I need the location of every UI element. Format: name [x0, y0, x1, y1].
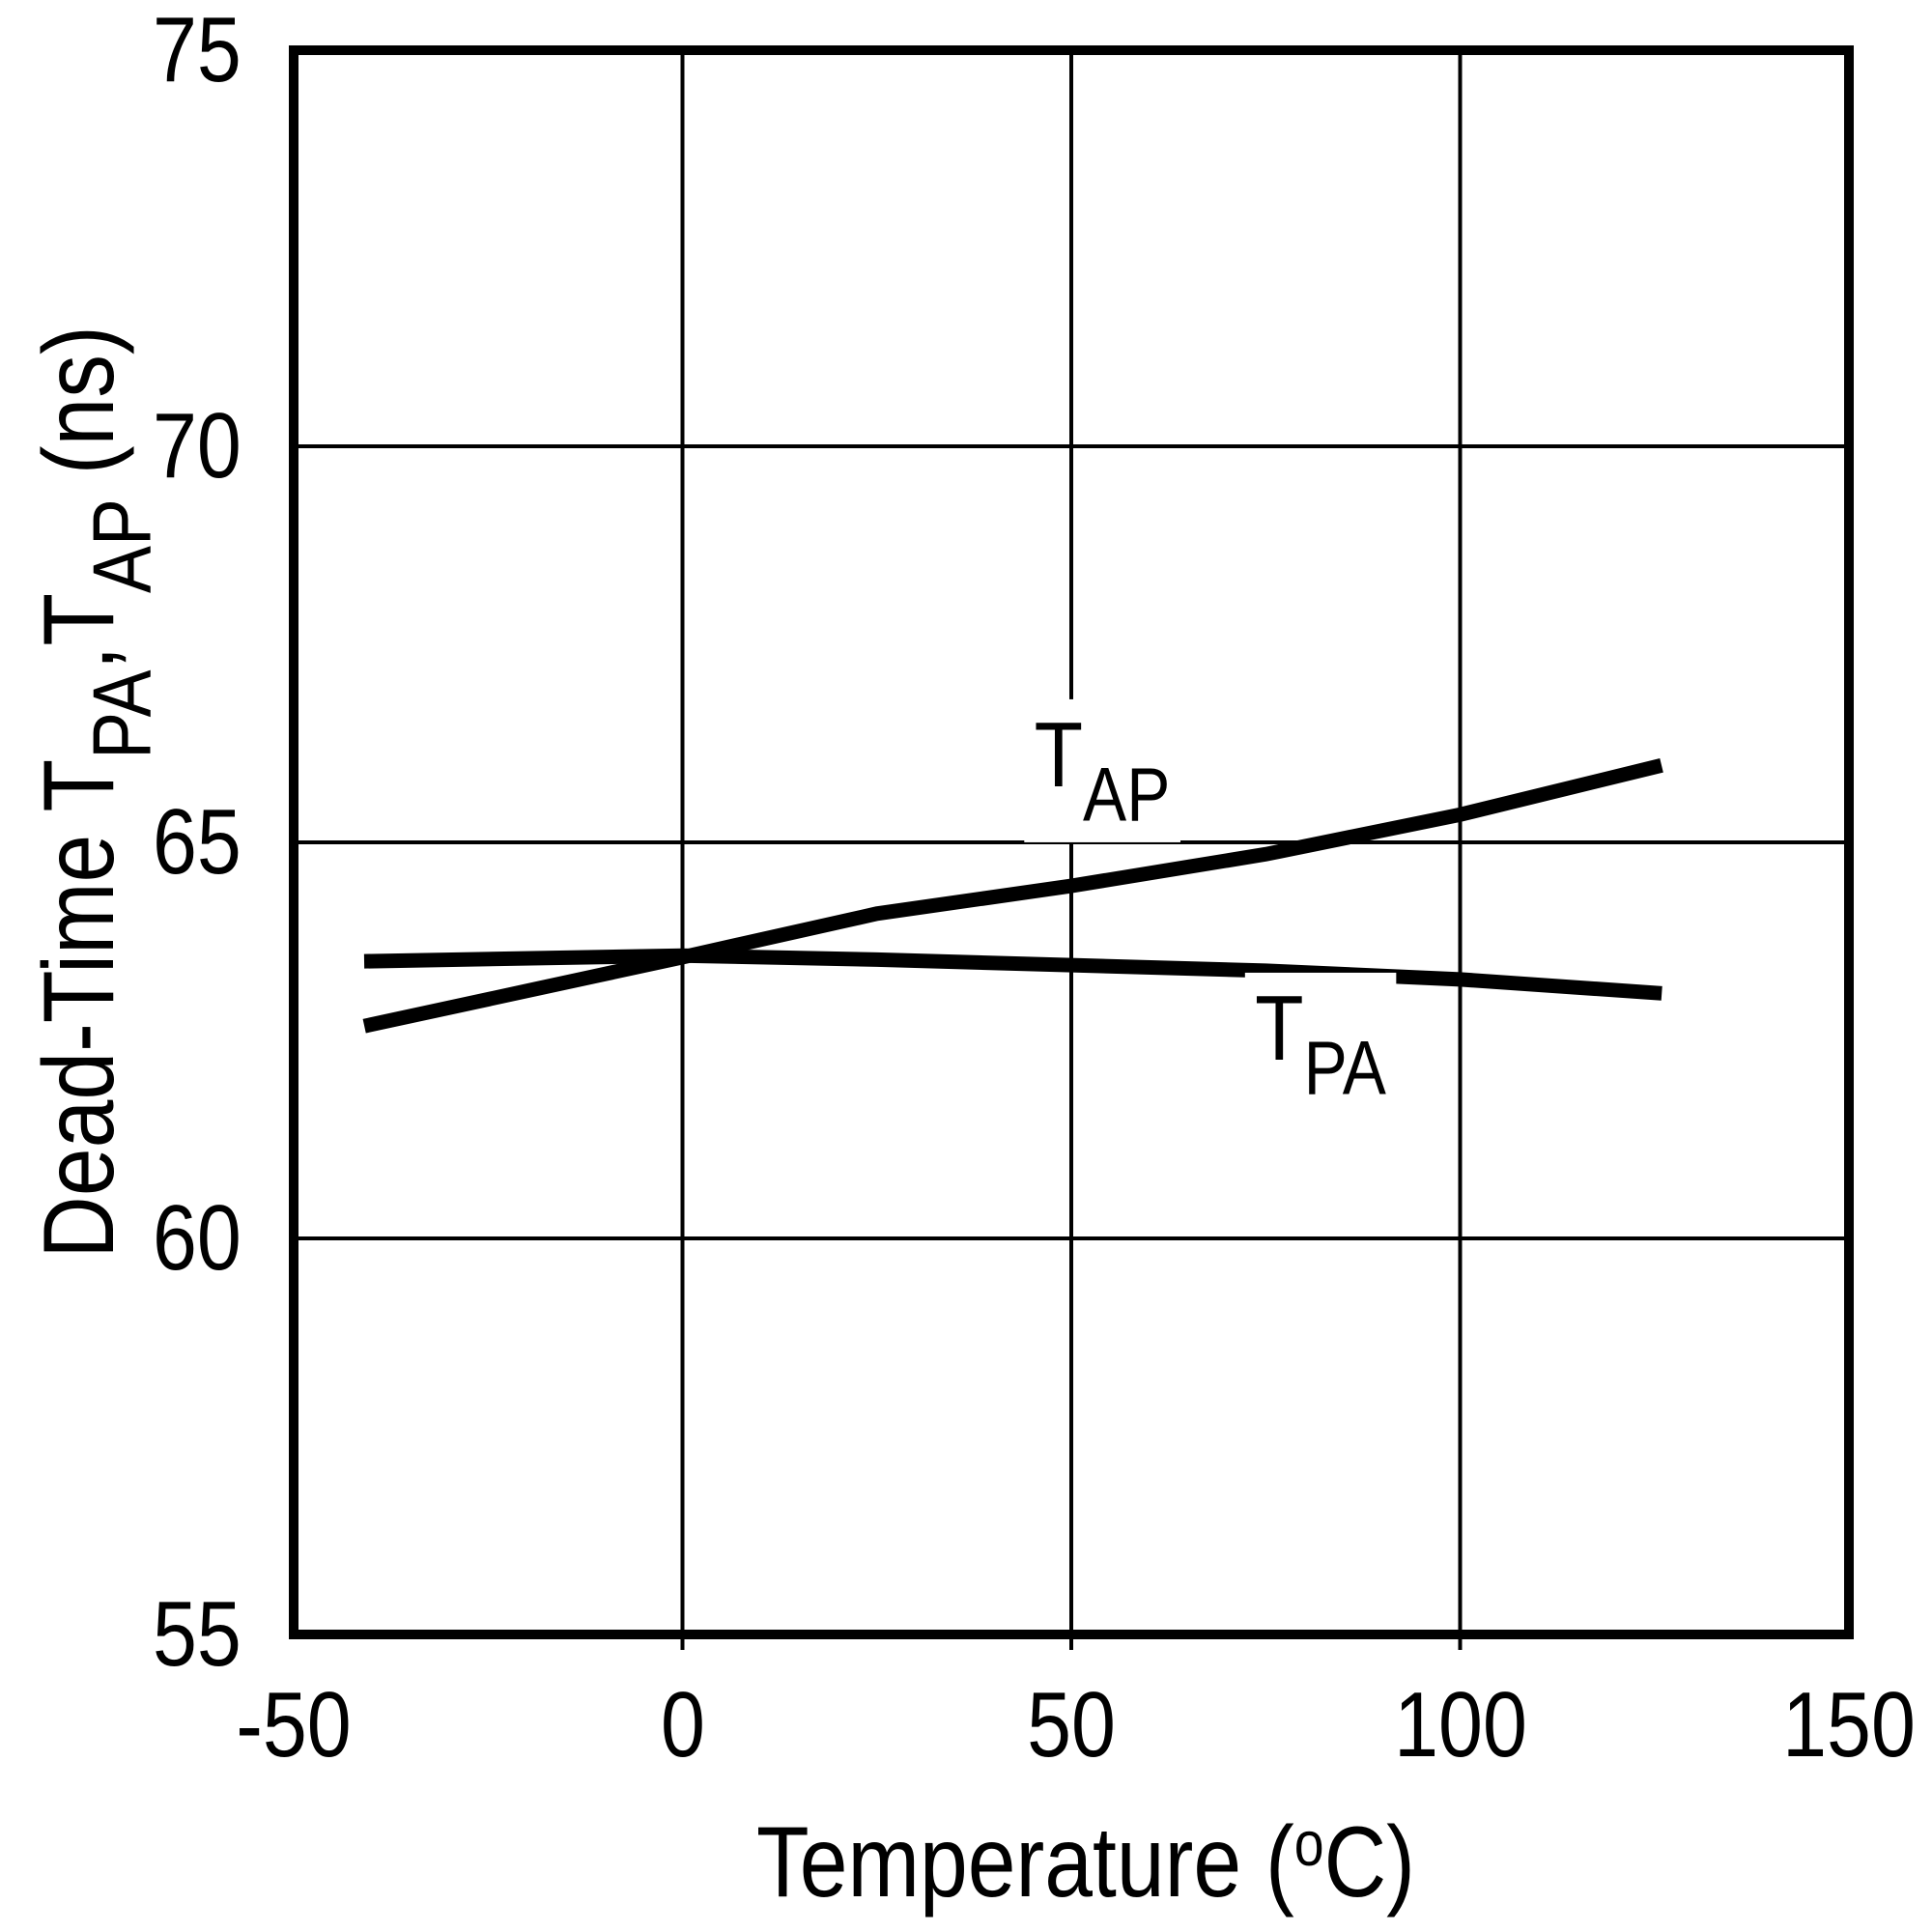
x-tick-label: 50 [1020, 1679, 1123, 1772]
superscript-text: o [1293, 1808, 1324, 1879]
y-tick-label: 75 [138, 4, 242, 97]
series-label-subscript: PA [1303, 1025, 1386, 1111]
series-label-main: T [1034, 703, 1084, 808]
x-tick-label-text: 50 [1027, 1673, 1116, 1776]
y-tick-label-text: 60 [153, 1186, 242, 1290]
x-tick-label-text: 100 [1393, 1673, 1527, 1776]
title-text-segment: Temperature ( [756, 1806, 1294, 1918]
x-tick-label-text: 150 [1782, 1673, 1916, 1776]
x-axis-title: Temperature (oC) [703, 1812, 1469, 1913]
x-axis-title-text: Temperature (oC) [756, 1812, 1415, 1913]
x-tick-label-text: -50 [236, 1673, 352, 1776]
y-tick-label-text: 70 [153, 394, 242, 497]
plot-frame [289, 45, 1854, 1639]
x-tick-label: 0 [657, 1679, 708, 1772]
series-label-text: TPA [1244, 973, 1396, 1117]
title-text-segment: ,T [23, 592, 136, 670]
x-tick-label-text: 0 [660, 1673, 705, 1776]
x-tick-label: 150 [1772, 1679, 1926, 1772]
subscript-text: AP [76, 498, 169, 593]
y-axis-title-text: Dead-Time TPA,TAP (ns) [23, 326, 168, 1258]
series-label-t-pa: TPA [1233, 973, 1408, 1117]
series-line-t-pa [363, 948, 1662, 1001]
title-text-segment: C) [1323, 1806, 1415, 1918]
y-tick-label: 70 [138, 400, 242, 493]
x-tick-label: -50 [227, 1679, 361, 1772]
x-tick-label: 100 [1382, 1679, 1537, 1772]
y-tick-label: 60 [138, 1192, 242, 1285]
title-text-segment: (ns) [23, 326, 136, 499]
series-label-t-ap: TAP [1011, 699, 1193, 843]
y-axis-title: Dead-Time TPA,TAP (ns) [23, 250, 168, 1335]
subscript-text: PA [76, 669, 169, 759]
y-tick-label-text: 65 [153, 790, 242, 894]
series-label-subscript: AP [1083, 752, 1171, 838]
y-tick-label: 55 [138, 1588, 242, 1681]
y-tick-label-text: 55 [153, 1582, 242, 1686]
y-tick-label-text: 75 [153, 0, 242, 101]
title-text-segment: Dead-Time T [23, 758, 136, 1259]
series-label-main: T [1254, 977, 1304, 1081]
series-label-text: TAP [1024, 699, 1180, 843]
y-tick-label: 65 [138, 796, 242, 889]
